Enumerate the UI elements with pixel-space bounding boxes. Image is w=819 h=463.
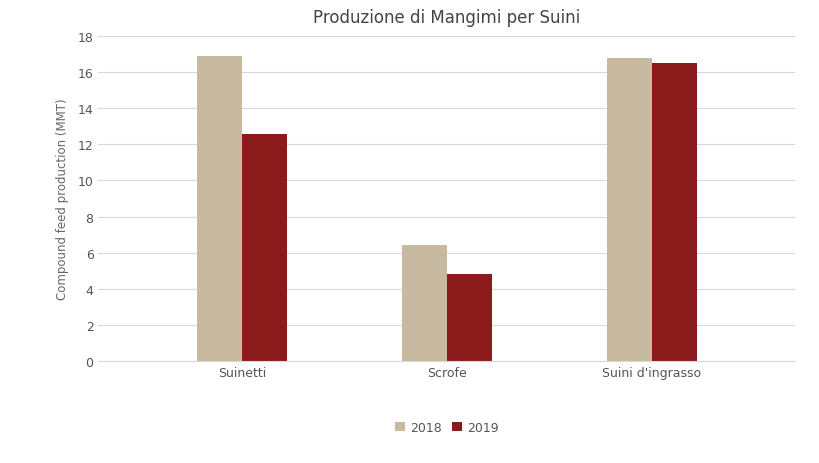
Bar: [651, 64, 696, 361]
Bar: [606, 59, 651, 361]
Legend: 2018, 2019: 2018, 2019: [390, 416, 503, 439]
Title: Produzione di Mangimi per Suini: Produzione di Mangimi per Suini: [313, 9, 580, 27]
Bar: [242, 134, 287, 361]
Bar: [197, 57, 242, 361]
Bar: [401, 246, 446, 361]
Y-axis label: Compound feed production (MMT): Compound feed production (MMT): [57, 99, 70, 300]
Bar: [446, 275, 491, 361]
